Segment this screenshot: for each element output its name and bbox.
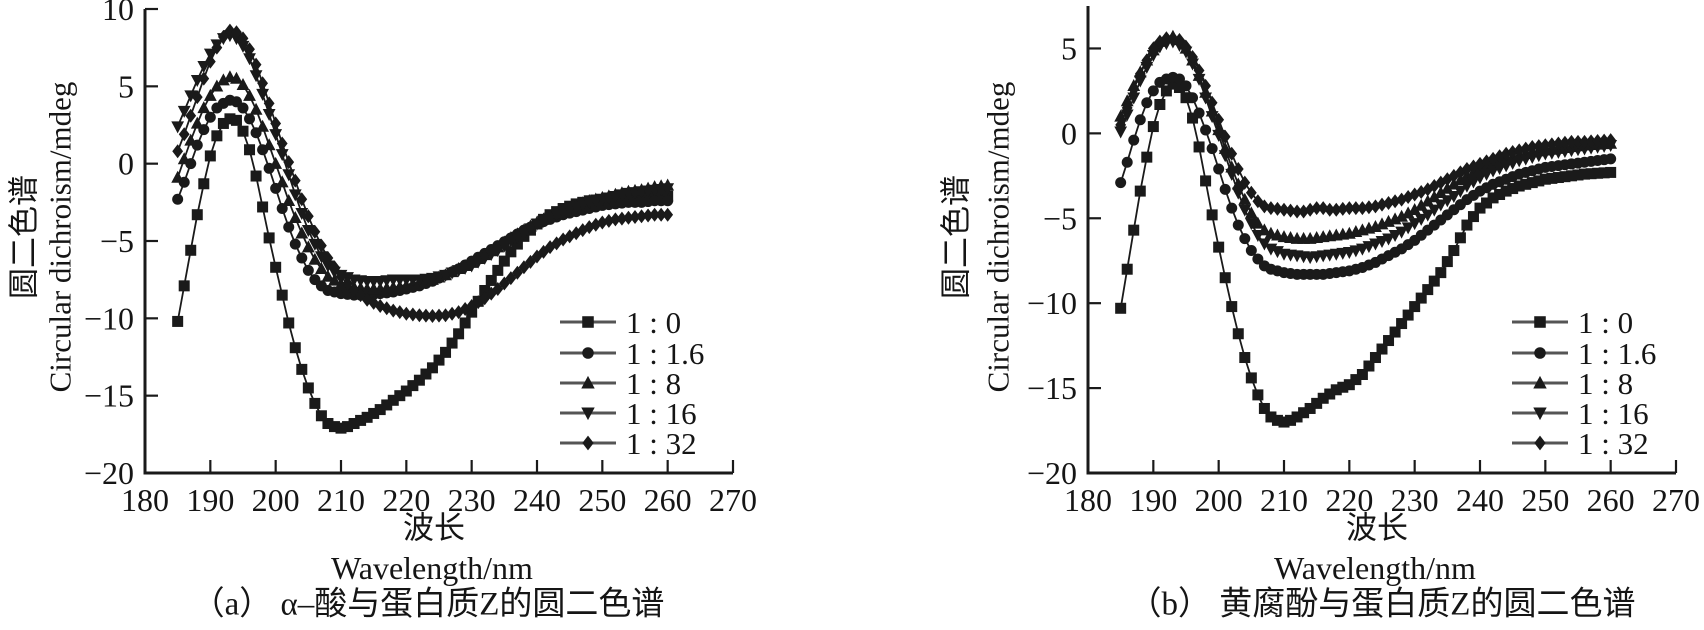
panel-b-legend-label: 1 : 1.6 [1578,336,1656,371]
panel-b-series-diamond [1115,31,1617,219]
panel-a-x-tick: 250 [578,482,626,518]
panel-a-series-diamond [172,23,674,324]
panel-a-axes: 180 190 200 210 220 230 240 250 260 270 10 5 0 −5 −10 −… [84,0,757,518]
panel-b-y-tick: −10 [1027,285,1077,321]
panel-b-series-circle [1115,71,1617,280]
panel-b: 180 190 200 210 220 230 240 250 260 270 5 0 −5 −10 −15… [1027,6,1700,518]
panel-b-xlabel-en: Wavelength/nm [1274,550,1476,586]
panel-b-x-tick: 200 [1195,482,1243,518]
panel-b-y-tick: −5 [1043,200,1077,236]
panel-a-legend-label: 1 : 16 [626,396,697,431]
panel-a-legend-label: 1 : 32 [626,426,697,461]
panel-a-y-tick: 0 [118,146,134,182]
panel-a-y-tick: −5 [100,223,134,259]
panel-b-legend-item-1: 1 : 1.6 [1512,336,1656,371]
panel-a-legend-label: 1 : 0 [626,305,681,340]
panel-b-ylabel-en: Circular dichroism/mdeg [980,81,1016,393]
panel-b-y-tick: −15 [1027,370,1077,406]
panel-b-x-tick: 180 [1064,482,1112,518]
panel-a-series-square [172,113,674,434]
panel-a-x-tick: 200 [252,482,300,518]
panel-b-legend-label: 1 : 32 [1578,426,1649,461]
panel-b-xlabel-cn: 波长 [1346,510,1408,546]
panel-a: 180 190 200 210 220 230 240 250 260 270 10 5 0 −5 −10 −… [84,0,757,518]
panel-a-y-tick: −20 [84,455,134,491]
panel-b-series-square [1115,78,1617,428]
panel-b-x-tick: 260 [1587,482,1635,518]
panel-b-axes: 180 190 200 210 220 230 240 250 260 270 5 0 −5 −10 −15… [1027,6,1700,518]
panel-a-y-tick: −10 [84,300,134,336]
panel-b-y-tick: 5 [1061,30,1077,66]
panel-a-x-tick: 210 [317,482,365,518]
panel-b-x-tick: 190 [1129,482,1177,518]
panel-a-y-tick: −15 [84,378,134,414]
panel-b-ylabel-cn: 圆二色谱 [938,175,974,299]
panel-a-legend-item-4: 1 : 32 [560,426,697,461]
panel-b-x-tick: 250 [1521,482,1569,518]
panel-b-x-tick: 210 [1260,482,1308,518]
panel-a-legend-item-2: 1 : 8 [560,366,681,401]
panel-a-ylabel-en: Circular dichroism/mdeg [42,81,78,393]
panel-a-x-tick: 260 [644,482,692,518]
panel-b-x-tick: 240 [1456,482,1504,518]
panel-b-legend-label: 1 : 8 [1578,366,1633,401]
panel-a-legend-item-0: 1 : 0 [560,305,681,340]
panel-a-xlabel-en: Wavelength/nm [331,550,533,586]
panel-a-legend-label: 1 : 8 [626,366,681,401]
panel-b-legend-label: 1 : 0 [1578,305,1633,340]
panel-a-legend-item-3: 1 : 16 [560,396,697,431]
panel-b-y-tick: −20 [1027,455,1077,491]
panel-b-legend-item-0: 1 : 0 [1512,305,1633,340]
panel-a-caption: （a） α–酸与蛋白质Z的圆二色谱 [191,586,665,623]
panel-a-legend-item-1: 1 : 1.6 [560,336,704,371]
panel-b-legend-item-4: 1 : 32 [1512,426,1649,461]
panel-b-y-tick: 0 [1061,115,1077,151]
panel-a-x-tick: 270 [709,482,757,518]
panel-a-x-tick: 220 [382,482,430,518]
panel-b-legend-item-2: 1 : 8 [1512,366,1633,401]
panel-b-legend-item-3: 1 : 16 [1512,396,1649,431]
panel-b-x-tick: 220 [1325,482,1373,518]
panel-a-x-tick: 240 [513,482,561,518]
panel-a-y-tick: 5 [118,68,134,104]
panel-b-x-tick: 230 [1391,482,1439,518]
panel-a-x-tick: 180 [121,482,169,518]
panel-a-y-tick: 10 [102,0,134,27]
panel-a-legend-label: 1 : 1.6 [626,336,704,371]
panel-b-caption: （b） 黄腐酚与蛋白质Z的圆二色谱 [1128,586,1636,623]
panel-b-legend-label: 1 : 16 [1578,396,1649,431]
panel-a-x-tick: 190 [186,482,234,518]
panel-b-legend: 1 : 01 : 1.61 : 81 : 161 : 32 [1512,305,1656,461]
panel-a-series-triangle-up [171,70,675,295]
panel-a-ylabel-cn: 圆二色谱 [6,175,42,299]
panel-a-legend: 1 : 01 : 1.61 : 81 : 161 : 32 [560,305,704,461]
panel-a-xlabel-cn: 波长 [403,510,465,546]
panel-b-x-tick: 270 [1652,482,1700,518]
panel-a-series-triangle-down [171,30,675,289]
panel-a-x-tick: 230 [448,482,496,518]
